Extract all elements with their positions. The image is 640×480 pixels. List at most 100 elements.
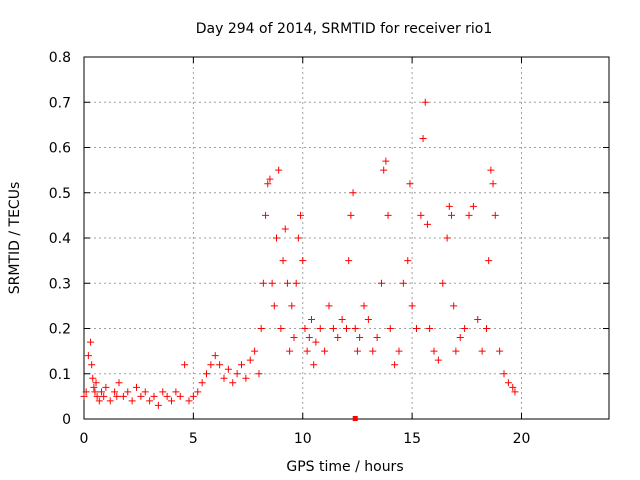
data-point bbox=[92, 379, 100, 387]
axis-ticks: 0 5 10 15 20 0 0.1 0.2 0.3 0.4 0.5 0.6 0.7 0.8 bbox=[49, 50, 609, 447]
data-point bbox=[399, 279, 407, 287]
data-point bbox=[257, 325, 265, 332]
data-point bbox=[413, 325, 420, 332]
data-point bbox=[88, 361, 96, 369]
data-point bbox=[288, 302, 296, 310]
data-point bbox=[487, 166, 495, 174]
data-point bbox=[176, 392, 184, 400]
data-point bbox=[384, 211, 392, 219]
data-point bbox=[408, 302, 416, 310]
data-point bbox=[469, 202, 477, 210]
data-point bbox=[391, 361, 399, 369]
data-points bbox=[80, 98, 519, 421]
data-point bbox=[382, 157, 390, 165]
y-axis-label: SRMTID / TECUs bbox=[7, 182, 23, 295]
data-point bbox=[338, 315, 346, 323]
data-point bbox=[345, 257, 353, 265]
data-point bbox=[419, 134, 427, 142]
data-point bbox=[343, 325, 350, 332]
chart-title: Day 294 of 2014, SRMTID for receiver rio… bbox=[196, 21, 493, 37]
data-point bbox=[264, 180, 272, 188]
data-point bbox=[233, 370, 241, 378]
data-point bbox=[95, 397, 103, 405]
data-point bbox=[98, 388, 105, 396]
data-point bbox=[91, 388, 99, 396]
y-tick-label: 0.3 bbox=[49, 276, 71, 292]
data-point bbox=[380, 166, 388, 174]
y-tick-label: 0.2 bbox=[49, 322, 71, 338]
data-point bbox=[406, 180, 414, 188]
data-point bbox=[364, 315, 372, 323]
data-point bbox=[279, 257, 287, 265]
data-point bbox=[207, 361, 215, 369]
data-point bbox=[255, 370, 263, 378]
data-point bbox=[172, 388, 180, 396]
data-point bbox=[334, 334, 342, 342]
y-tick-label: 0.7 bbox=[49, 95, 71, 111]
data-point bbox=[423, 220, 431, 228]
data-point bbox=[262, 211, 270, 219]
data-point bbox=[349, 189, 357, 197]
data-point bbox=[456, 334, 464, 342]
y-tick-label: 0.8 bbox=[49, 50, 71, 66]
data-point bbox=[163, 392, 171, 400]
data-point bbox=[465, 211, 473, 219]
data-point bbox=[146, 397, 154, 405]
data-point bbox=[496, 347, 504, 355]
data-point bbox=[90, 383, 98, 391]
data-point bbox=[299, 257, 307, 265]
data-point bbox=[439, 279, 447, 287]
data-point bbox=[181, 361, 189, 369]
data-point bbox=[286, 347, 294, 355]
data-point bbox=[504, 379, 512, 387]
data-point bbox=[111, 388, 119, 396]
data-point bbox=[489, 180, 497, 188]
data-point bbox=[310, 361, 318, 369]
data-point bbox=[277, 325, 285, 332]
x-tick-label: 20 bbox=[513, 431, 531, 447]
data-point bbox=[93, 392, 101, 400]
y-tick-label: 0.1 bbox=[49, 367, 71, 383]
data-point bbox=[430, 347, 438, 355]
data-point bbox=[259, 279, 267, 287]
data-point bbox=[203, 370, 210, 378]
data-point bbox=[216, 361, 224, 369]
data-point bbox=[80, 392, 88, 400]
data-point bbox=[113, 392, 121, 400]
data-point bbox=[312, 338, 320, 346]
data-point bbox=[452, 347, 460, 355]
data-point bbox=[124, 388, 132, 396]
data-point bbox=[351, 325, 359, 332]
y-tick-label: 0.5 bbox=[49, 186, 71, 202]
data-point bbox=[242, 374, 250, 382]
data-point bbox=[128, 397, 136, 405]
data-point bbox=[141, 388, 149, 396]
data-point bbox=[100, 392, 108, 400]
x-tick-label: 0 bbox=[80, 431, 89, 447]
data-point bbox=[150, 392, 158, 400]
data-point bbox=[84, 352, 92, 360]
data-point bbox=[268, 279, 276, 287]
data-point bbox=[353, 347, 361, 355]
data-point bbox=[106, 397, 114, 405]
x-tick-label: 15 bbox=[403, 431, 421, 447]
data-point bbox=[168, 397, 175, 405]
data-point bbox=[421, 98, 429, 106]
data-point bbox=[308, 315, 315, 323]
data-point bbox=[119, 392, 127, 400]
y-tick-label: 0.6 bbox=[49, 141, 71, 157]
data-point bbox=[369, 347, 377, 355]
data-point bbox=[445, 202, 453, 210]
grid-lines bbox=[84, 57, 609, 419]
data-point bbox=[89, 374, 97, 382]
data-point bbox=[404, 257, 412, 265]
data-point bbox=[273, 234, 280, 242]
data-point bbox=[461, 325, 469, 332]
data-point bbox=[290, 334, 298, 342]
data-point bbox=[511, 388, 519, 396]
data-point bbox=[115, 379, 123, 387]
data-point bbox=[434, 356, 442, 364]
x-tick-label: 10 bbox=[294, 431, 312, 447]
x-tick-label: 5 bbox=[189, 431, 198, 447]
